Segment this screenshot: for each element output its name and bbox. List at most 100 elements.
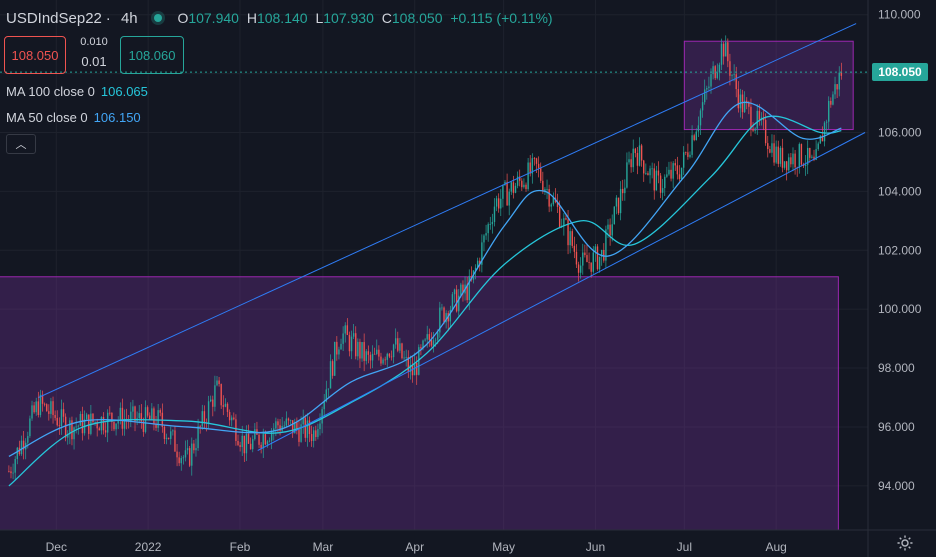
- candle-body: [516, 176, 519, 186]
- candle-body: [90, 413, 92, 434]
- sell-button[interactable]: 108.050: [4, 36, 66, 74]
- candle-body: [506, 181, 508, 206]
- candle-body: [247, 434, 250, 444]
- candle-body: [228, 412, 231, 421]
- candle-body: [123, 418, 126, 429]
- candle-body: [605, 229, 607, 261]
- candle-body: [603, 249, 605, 261]
- candle-body: [218, 380, 220, 385]
- candle-body: [762, 117, 765, 121]
- candle-body: [323, 401, 325, 410]
- candle-body: [708, 86, 710, 89]
- candle-body: [588, 262, 590, 263]
- candle-body: [525, 184, 527, 190]
- candle-body: [390, 356, 393, 358]
- candle-body: [504, 181, 506, 185]
- candle-body: [367, 351, 370, 355]
- candle-body: [384, 359, 386, 361]
- candle-body: [388, 353, 391, 357]
- candle-body: [809, 147, 811, 158]
- candle-body: [817, 143, 819, 150]
- candle-body: [233, 417, 235, 420]
- candle-body: [174, 430, 176, 452]
- candle-body: [310, 433, 313, 441]
- candle-body: [748, 102, 750, 107]
- candle-body: [157, 410, 159, 428]
- candle-body: [359, 341, 361, 359]
- candle-body: [283, 425, 285, 427]
- candle-body: [682, 152, 685, 168]
- price-tick-label: 106.000: [878, 126, 922, 140]
- candle-body: [371, 353, 374, 361]
- candle-body: [537, 163, 540, 168]
- candle-body: [115, 423, 117, 430]
- candle-body: [441, 307, 443, 309]
- candle-body: [733, 74, 735, 76]
- candle-body: [20, 440, 23, 455]
- candle-body: [300, 424, 302, 442]
- symbol-name[interactable]: USDIndSep22: [6, 10, 102, 27]
- candle-body: [357, 341, 359, 357]
- candle-body: [840, 72, 843, 76]
- candle-body: [586, 255, 588, 263]
- candle-body: [453, 289, 456, 295]
- candle-body: [550, 204, 552, 207]
- time-tick-label: Jul: [677, 540, 692, 554]
- quantity-value[interactable]: 0.01: [81, 54, 107, 69]
- candle-body: [102, 417, 105, 431]
- price-tick-label: 110.000: [878, 8, 921, 22]
- candle-body: [800, 144, 803, 165]
- indicator-ma100[interactable]: MA 100 close 0 106.065: [6, 84, 148, 99]
- candle-body: [401, 343, 403, 359]
- supply-demand-zone: [683, 40, 854, 131]
- candle-body: [361, 342, 363, 359]
- candle-body: [630, 159, 632, 168]
- candle-body: [170, 431, 172, 439]
- candle-body: [291, 420, 294, 434]
- candle-body: [155, 423, 157, 428]
- candle-body: [567, 219, 569, 246]
- candle-body: [643, 160, 645, 174]
- candle-body: [703, 89, 706, 103]
- candle-body: [792, 153, 794, 165]
- time-tick-label: Jun: [586, 540, 605, 554]
- candle-body: [260, 444, 262, 449]
- candle-body: [214, 385, 216, 407]
- candle-body: [94, 421, 96, 423]
- candle-body: [428, 334, 431, 340]
- candle-body: [514, 185, 517, 193]
- candle-body: [67, 434, 69, 438]
- candle-body: [773, 143, 775, 163]
- candle-body: [413, 362, 416, 376]
- candle-body: [825, 121, 828, 123]
- buy-button[interactable]: 108.060: [120, 36, 184, 74]
- candle-body: [180, 458, 182, 464]
- candle-body: [779, 147, 782, 164]
- low-value: 107.930: [323, 10, 374, 26]
- candle-body: [317, 429, 319, 437]
- candle-body: [485, 233, 487, 236]
- candle-body: [607, 224, 609, 230]
- grid: [0, 0, 868, 530]
- candle-body: [430, 339, 433, 346]
- candle-body: [659, 175, 662, 193]
- candle-body: [523, 184, 525, 188]
- candle-body: [418, 347, 420, 375]
- collapse-indicators-button[interactable]: ︿: [6, 134, 36, 154]
- candle-body: [163, 426, 166, 439]
- candle-body: [476, 260, 479, 268]
- candle-body: [577, 264, 580, 273]
- candle-body: [777, 146, 779, 164]
- timeframe[interactable]: 4h: [120, 10, 138, 27]
- candle-body: [678, 174, 681, 179]
- candle-body: [798, 144, 800, 168]
- gear-icon[interactable]: [896, 534, 914, 552]
- candle-body: [403, 357, 405, 359]
- candle-body: [750, 106, 752, 129]
- candle-body: [754, 128, 756, 131]
- candle-body: [319, 423, 321, 430]
- indicator-ma50[interactable]: MA 50 close 0 106.150: [6, 110, 141, 125]
- candle-body: [39, 394, 42, 415]
- candle-body: [493, 206, 496, 222]
